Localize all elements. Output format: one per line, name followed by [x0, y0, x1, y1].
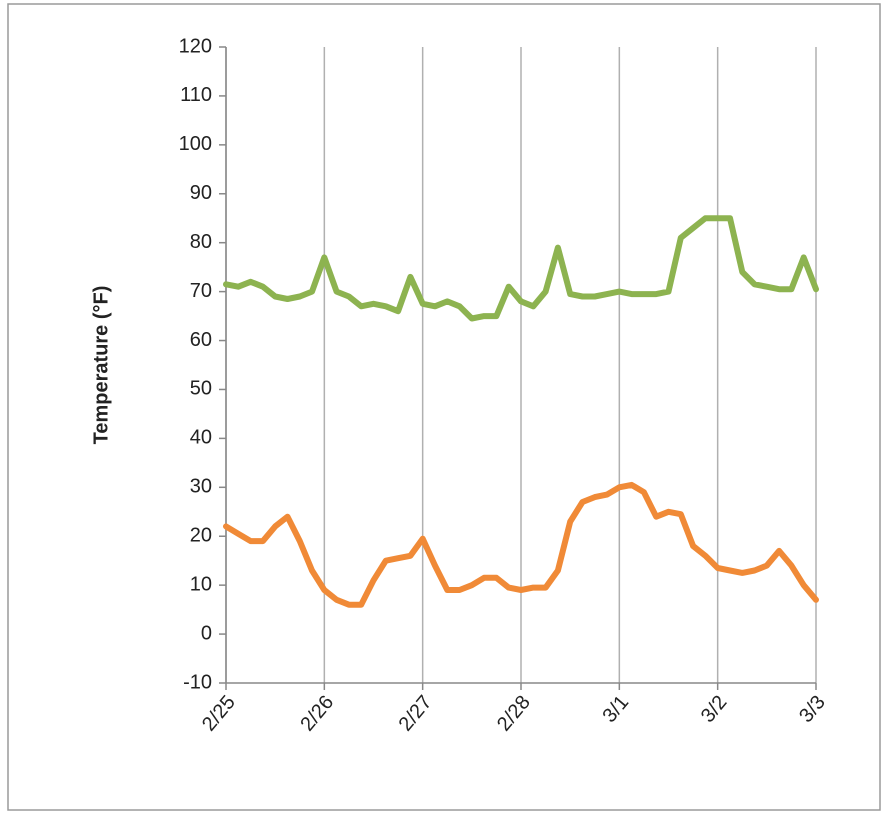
- y-axis-title: Temperature (°F): [90, 286, 112, 445]
- y-tick-label: 120: [179, 35, 212, 57]
- y-tick-label: 10: [190, 573, 212, 595]
- y-tick-label: 70: [190, 280, 212, 302]
- y-tick-label: 90: [190, 182, 212, 204]
- y-tick-label: 80: [190, 231, 212, 253]
- y-tick-label: 110: [180, 84, 212, 106]
- chart-frame: [7, 3, 881, 811]
- y-tick-label: 50: [190, 378, 212, 400]
- y-tick-label: 30: [190, 476, 212, 498]
- y-tick-label: 40: [190, 427, 212, 449]
- y-tick-label: 20: [190, 525, 212, 547]
- data-line: [223, 481, 819, 608]
- data-line: [223, 215, 819, 322]
- y-tick-label: 0: [201, 622, 212, 644]
- y-tick-label: 60: [190, 329, 212, 351]
- y-tick-label: -10: [183, 671, 212, 693]
- y-tick-label: 100: [179, 133, 212, 155]
